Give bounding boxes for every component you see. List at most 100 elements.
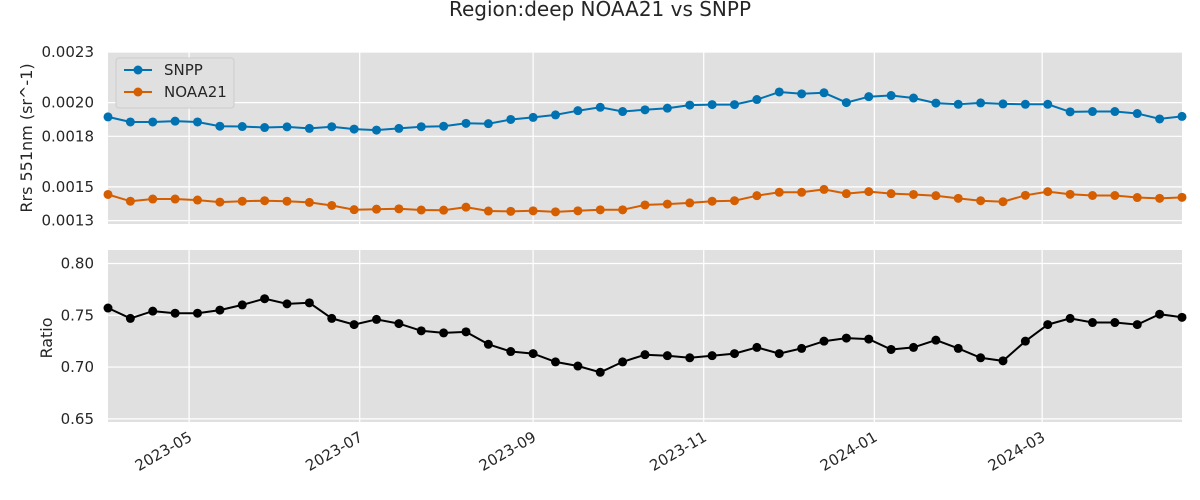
y-tick-label: 0.0013 (42, 212, 95, 230)
x-tick-label: 2023-05 (132, 428, 195, 475)
data-point (506, 206, 516, 216)
data-point (976, 353, 986, 363)
data-point (416, 205, 426, 215)
x-tick-label: 2023-07 (302, 428, 365, 475)
data-point (260, 196, 270, 206)
data-point (125, 196, 135, 206)
legend-label-snpp: SNPP (164, 61, 203, 79)
bottom-y-axis-label: Ratio (37, 317, 56, 358)
data-point (103, 112, 113, 122)
chart-title: Region:deep NOAA21 vs SNPP (449, 0, 751, 21)
data-point (573, 361, 583, 371)
data-point (1043, 99, 1053, 109)
data-point (931, 98, 941, 108)
data-point (1065, 189, 1075, 199)
data-point (193, 117, 202, 127)
data-point (103, 189, 113, 199)
data-point (573, 106, 583, 116)
x-tick-label: 2023-11 (646, 428, 709, 475)
data-point (1177, 312, 1187, 322)
data-point (1043, 320, 1053, 330)
data-point (193, 308, 202, 318)
data-point (1132, 320, 1142, 330)
data-point (707, 100, 717, 110)
data-point (327, 313, 337, 323)
data-point (372, 204, 381, 214)
y-tick-label: 0.75 (61, 306, 94, 324)
x-tick-label: 2024-01 (817, 428, 880, 475)
x-tick-label: 2024-03 (985, 428, 1048, 475)
bottom-y-tick-labels: 0.65 0.70 0.75 0.80 (61, 254, 94, 427)
data-point (1065, 107, 1075, 117)
data-point (1110, 191, 1120, 201)
data-point (998, 99, 1008, 109)
data-point (752, 191, 762, 201)
data-point (372, 314, 381, 324)
data-point (797, 187, 807, 197)
data-point (998, 356, 1008, 366)
legend-marker-noaa21 (133, 87, 143, 97)
data-point (640, 350, 650, 360)
data-point (170, 194, 180, 204)
data-point (461, 202, 471, 212)
data-point (304, 197, 314, 207)
data-point (909, 342, 918, 352)
data-point (841, 189, 851, 199)
data-point (528, 112, 538, 122)
x-tick-label: 2023-09 (476, 428, 539, 475)
data-point (215, 305, 225, 315)
data-point (819, 336, 829, 346)
data-point (886, 344, 896, 354)
data-point (148, 117, 158, 127)
data-point (595, 102, 605, 112)
legend: SNPP NOAA21 (115, 57, 235, 109)
data-point (1177, 192, 1187, 202)
data-point (953, 343, 963, 353)
data-point (551, 357, 560, 367)
data-point (327, 200, 337, 210)
bottom-grid (108, 250, 1182, 422)
top-y-tick-labels: 0.0013 0.0015 0.0018 0.0020 0.0023 (42, 43, 95, 230)
bottom-panel: 0.65 0.70 0.75 0.80 Ratio (37, 250, 1187, 428)
data-point (483, 119, 493, 129)
data-point (349, 205, 359, 215)
data-point (282, 122, 292, 132)
data-point (148, 194, 158, 204)
data-point (1155, 193, 1165, 203)
data-point (1065, 313, 1075, 323)
data-point (976, 196, 986, 206)
data-point (909, 93, 918, 103)
data-point (774, 349, 784, 359)
data-point (662, 199, 672, 209)
data-point (640, 105, 650, 115)
data-point (148, 306, 158, 316)
data-point (640, 200, 650, 210)
y-tick-label: 0.0018 (42, 127, 95, 145)
data-point (730, 349, 739, 359)
data-point (662, 351, 672, 361)
data-point (1132, 193, 1142, 203)
top-y-axis-label: Rrs 551nm (sr^-1) (17, 63, 36, 212)
data-point (327, 122, 337, 132)
data-point (953, 99, 963, 109)
data-point (1155, 309, 1165, 319)
data-point (886, 91, 896, 101)
data-point (707, 196, 717, 206)
data-point (439, 121, 449, 131)
data-point (1110, 107, 1120, 117)
data-point (439, 328, 449, 338)
data-point (170, 308, 180, 318)
data-point (573, 206, 583, 216)
data-point (752, 95, 762, 105)
y-tick-label: 0.0023 (42, 43, 95, 61)
data-point (506, 347, 516, 357)
data-point (931, 191, 941, 201)
data-point (1020, 99, 1030, 109)
y-tick-label: 0.80 (61, 254, 94, 272)
data-point (506, 114, 516, 124)
x-tick-labels: 2023-05 2023-07 2023-09 2023-11 2024-01 2024-… (132, 428, 1048, 475)
data-point (662, 103, 672, 113)
data-point (1088, 107, 1097, 117)
data-point (864, 92, 874, 102)
